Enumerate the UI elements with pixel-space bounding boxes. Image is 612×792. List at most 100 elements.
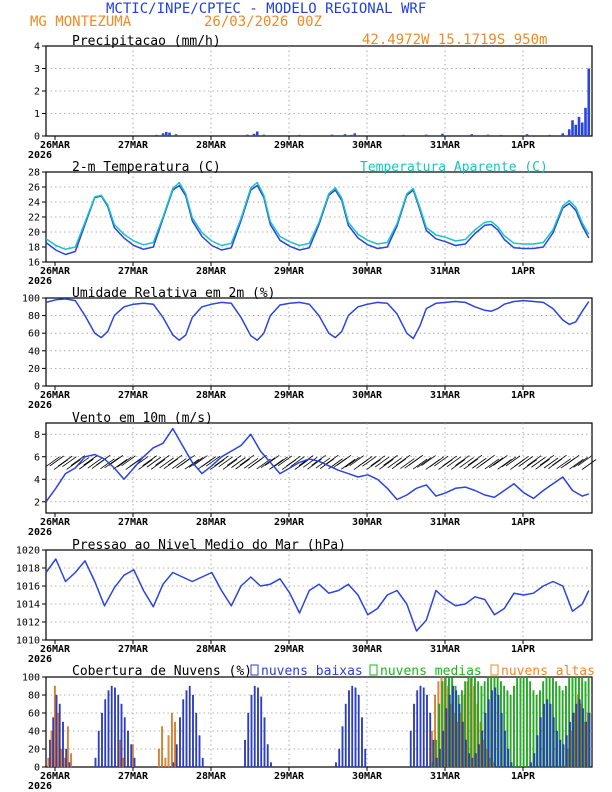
- precip-bar: [255, 131, 259, 136]
- low-cloud-bar: [585, 721, 588, 768]
- clouds-xtick-label: 31MAR: [430, 771, 461, 782]
- temp-xtick-label: 28MAR: [196, 266, 227, 277]
- pres-panel: Pressao ao Nivel Medio do Mar (hPa): [45, 538, 593, 641]
- wind-barb: [83, 454, 98, 466]
- low-cloud-bar: [101, 712, 103, 768]
- low-cloud-bar: [552, 717, 555, 768]
- wind-barb: [142, 455, 157, 467]
- precip-xtick-label: 28MAR: [196, 140, 227, 151]
- pres-ytick-label: 1016: [16, 582, 40, 593]
- wind-barb: [336, 455, 352, 466]
- low-cloud-bar: [97, 730, 100, 768]
- precip-panel: Precipitacao (mm/h): [45, 34, 593, 137]
- wind-barb: [408, 454, 424, 466]
- wind-year-label: 2026: [28, 527, 52, 538]
- low-cloud-bar: [500, 712, 503, 768]
- temp-xtick-label: 27MAR: [118, 266, 149, 277]
- low-cloud-bar: [130, 744, 133, 768]
- low-cloud-bar: [195, 712, 198, 768]
- wind-xtick-label: 26MAR: [40, 517, 71, 528]
- precip-bar: [584, 107, 587, 136]
- low-cloud-bar: [481, 730, 484, 768]
- wind-barb: [226, 455, 242, 466]
- low-cloud-bar: [120, 703, 123, 768]
- low-cloud-bar: [543, 703, 545, 768]
- low-clouds-legend-swatch: [250, 664, 259, 676]
- wind-xtick-label: 31MAR: [430, 517, 461, 528]
- precip-bar: [567, 129, 571, 136]
- wind-barb: [222, 459, 238, 470]
- precip-xtick-label: 27MAR: [118, 140, 149, 151]
- low-cloud-bar: [263, 717, 266, 768]
- precip-xtick-label: 26MAR: [40, 140, 71, 151]
- rh-series-line: [45, 298, 590, 341]
- wind-barb: [564, 454, 580, 466]
- low-cloud-bar: [253, 685, 256, 768]
- low-cloud-bar: [247, 712, 250, 768]
- wind-barb: [552, 454, 567, 466]
- low-cloud-bar: [341, 726, 344, 768]
- high-cloud-bar: [53, 685, 56, 768]
- temp-xtick-label: 1APR: [511, 266, 536, 277]
- wind-barb: [243, 458, 259, 469]
- wind-barb: [484, 458, 500, 470]
- wind-barb: [577, 455, 593, 467]
- low-cloud-bar: [260, 696, 263, 768]
- low-cloud-bar: [468, 753, 471, 768]
- wind-barb: [387, 457, 402, 469]
- low-cloud-bar: [123, 717, 126, 768]
- low-cloud-bar: [198, 735, 201, 768]
- low-cloud-bar: [351, 685, 354, 768]
- wind-barb: [357, 456, 373, 467]
- rh-ytick-label: 100: [22, 294, 40, 305]
- wind-barb: [573, 456, 588, 468]
- low-cloud-bar: [426, 694, 428, 768]
- wind-barb: [518, 456, 533, 467]
- low-cloud-bar: [448, 694, 451, 768]
- wind-barb: [450, 459, 466, 470]
- header-city: MG MONTEZUMA: [30, 14, 132, 30]
- low-cloud-bar: [185, 690, 188, 768]
- wind-barb: [438, 459, 453, 470]
- wind-barb: [391, 458, 407, 470]
- temp-series-line: [45, 184, 590, 256]
- wind-barb: [302, 457, 318, 468]
- wind-barb: [239, 454, 255, 466]
- precip-bar: [330, 134, 334, 136]
- wind-barb: [218, 456, 233, 468]
- wind-barb: [108, 455, 124, 466]
- rh-xtick-label: 29MAR: [274, 390, 305, 401]
- low-cloud-bar: [474, 753, 477, 768]
- wind-barb: [163, 458, 179, 470]
- low-cloud-bar: [572, 712, 575, 768]
- wind-ytick-label: 8: [34, 430, 40, 441]
- wind-barb: [501, 456, 517, 468]
- low-cloud-bar: [62, 721, 64, 768]
- precip-bar: [262, 134, 266, 136]
- precip-xtick-label: 31MAR: [430, 140, 461, 151]
- precip-xtick-label: 30MAR: [352, 140, 383, 151]
- high-cloud-bar: [170, 712, 173, 768]
- wind-barb: [467, 454, 483, 466]
- low-cloud-bar: [68, 762, 71, 768]
- wind-barb: [433, 455, 449, 467]
- low-cloud-bar: [133, 757, 136, 768]
- precip-ytick-label: 2: [34, 87, 40, 98]
- clouds-marks: 0 20 40 60 80 100 26MAR 27MAR 28MAR 29MAR 30MAR 31M…: [22, 673, 592, 792]
- low-cloud-bar: [127, 730, 129, 768]
- wind-barb: [429, 456, 445, 468]
- rh-xtick-label: 26MAR: [40, 390, 71, 401]
- wind-barb: [345, 456, 360, 468]
- low-cloud-bar: [55, 694, 58, 768]
- temp-ytick-label: 20: [28, 228, 40, 239]
- wind-barb: [104, 457, 119, 469]
- high-cloud-bar: [66, 726, 69, 768]
- wind-barb: [442, 455, 457, 467]
- low-cloud-bar: [452, 685, 454, 768]
- clouds-panel: Cobertura de Nuvens (%) nuvens baixas nu…: [45, 664, 595, 768]
- wind-barb: [548, 458, 563, 470]
- low-cloud-bar: [348, 690, 350, 768]
- wind-barb: [514, 455, 529, 467]
- wind-barb: [459, 457, 474, 468]
- low-cloud-bar: [179, 717, 181, 768]
